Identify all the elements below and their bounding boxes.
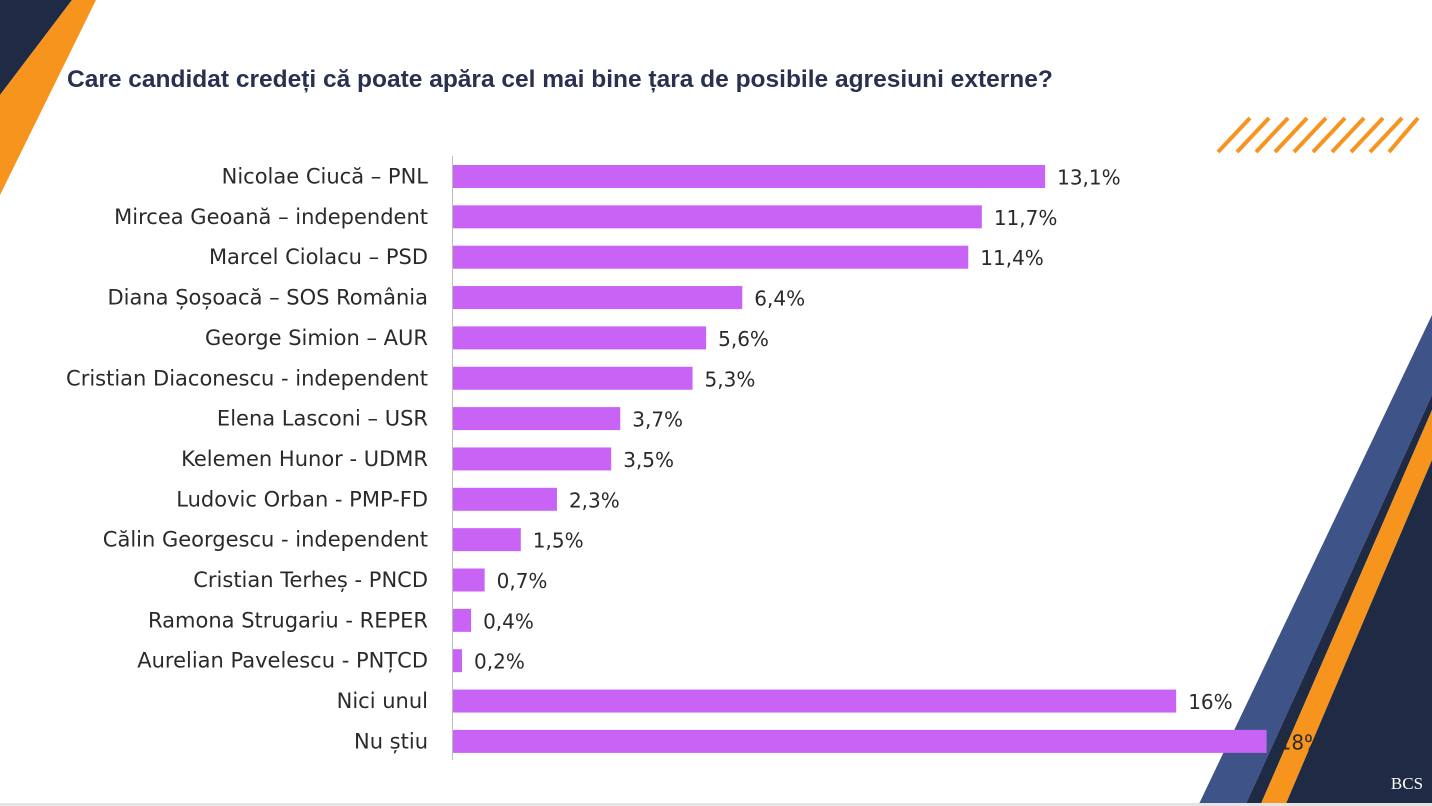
value-label: 0,4%: [483, 609, 534, 633]
bottom-right-orange-stripe: [1260, 410, 1432, 806]
value-label: 5,3%: [705, 367, 756, 391]
value-label: 6,4%: [754, 287, 805, 311]
category-label: Marcel Ciolacu – PSD: [209, 245, 428, 269]
category-label: Nicolae Ciucă – PNL: [222, 165, 429, 189]
category-label: Mircea Geoană – independent: [114, 205, 428, 229]
bar: [453, 205, 982, 229]
category-label: Cristian Diaconescu - independent: [66, 366, 428, 390]
value-label: 1,5%: [533, 529, 584, 553]
category-label: Nici unul: [337, 689, 428, 713]
chart-title: Care candidat credeți că poate apăra cel…: [67, 66, 1053, 93]
value-label: 11,4%: [980, 246, 1044, 270]
value-label: 0,7%: [497, 569, 548, 593]
bar: [453, 487, 557, 511]
category-label: Cristian Terheș - PNCD: [193, 568, 428, 592]
bar: [453, 689, 1177, 713]
bar: [453, 568, 485, 592]
bar: [453, 608, 472, 632]
category-label: Ludovic Orban - PMP-FD: [176, 487, 428, 511]
bottom-divider: [0, 803, 1432, 806]
logo-text: BCS: [1390, 774, 1424, 793]
bars-group: [453, 165, 1267, 753]
bottom-right-steel-stripe: [1198, 315, 1432, 806]
value-label: 13,1%: [1057, 166, 1121, 190]
bar: [453, 528, 521, 552]
category-label: Diana Șoșoacă – SOS România: [107, 286, 428, 310]
value-label: 11,7%: [994, 206, 1058, 230]
bar: [453, 245, 969, 269]
bottom-right-navy-corner: [1285, 460, 1432, 806]
category-label: Aurelian Pavelescu - PNȚCD: [137, 649, 428, 673]
bottom-right-navy-block: [1245, 395, 1432, 806]
bar: [453, 286, 743, 310]
category-label: Călin Georgescu - independent: [103, 528, 428, 552]
value-label: 2,3%: [569, 488, 620, 512]
category-label: Elena Lasconi – USR: [217, 407, 428, 431]
bcs-logo: BCS: [1384, 766, 1430, 798]
bar: [453, 729, 1267, 753]
bar: [453, 165, 1046, 188]
value-label: 18%: [1279, 730, 1323, 754]
bar: [453, 447, 612, 471]
value-label: 3,5%: [623, 448, 674, 472]
bar: [453, 407, 621, 431]
value-label: 3,7%: [632, 408, 683, 432]
category-labels-group: Nicolae Ciucă – PNL Mircea Geoană – indep…: [66, 165, 428, 754]
category-label: Ramona Strugariu - REPER: [148, 608, 428, 632]
category-label: Kelemen Hunor - UDMR: [181, 447, 428, 471]
category-label: Nu știu: [354, 729, 428, 753]
top-left-orange-stripe: [0, 0, 96, 195]
bar: [453, 326, 707, 350]
bar: [453, 366, 693, 390]
value-label: 16%: [1188, 690, 1232, 714]
hatch-lines-decoration: [1216, 116, 1420, 154]
value-label: 0,2%: [474, 650, 525, 674]
category-label: George Simion – AUR: [205, 326, 428, 350]
value-label: 5,6%: [718, 327, 769, 351]
bar: [453, 649, 463, 673]
value-labels-group: 13,1% 11,7% 11,4% 6,4% 5,6% 5,3% 3,7% 3,5%2,3% 1…: [474, 166, 1323, 755]
